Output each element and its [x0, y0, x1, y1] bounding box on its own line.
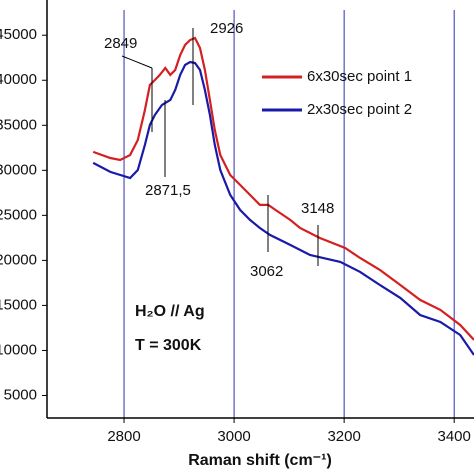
y-tick-label: 30000: [0, 161, 37, 178]
annotation: 2871,5: [145, 182, 191, 199]
x-tick-label: 3200: [327, 428, 360, 445]
annotation: 2926: [210, 20, 243, 37]
y-tick-label: 35000: [0, 116, 37, 133]
annotation: T = 300K: [135, 337, 202, 354]
y-tick-label: 25000: [0, 206, 37, 223]
x-tick-label: 3400: [438, 428, 471, 445]
annotation-leader: [121, 55, 153, 69]
series-line: [92, 36, 474, 341]
y-tick-label: 45000: [0, 26, 37, 43]
annotation: 2849: [104, 35, 137, 52]
annotation: H₂O // Ag: [135, 303, 205, 320]
x-tick-label: 2800: [107, 428, 140, 445]
y-tick-label: 5000: [4, 386, 37, 403]
legend-label: 6x30sec point 1: [307, 68, 412, 85]
legend-label: 2x30sec point 2: [307, 101, 412, 118]
y-tick-label: 40000: [0, 71, 37, 88]
annotation: 3148: [301, 200, 334, 217]
y-tick-label: 10000: [0, 341, 37, 358]
x-axis-title: Raman shift (cm⁻¹): [188, 452, 332, 469]
annotation: 3062: [250, 263, 283, 280]
x-tick-label: 3000: [217, 428, 250, 445]
y-tick-label: 20000: [0, 251, 37, 268]
y-tick-label: 15000: [0, 296, 37, 313]
